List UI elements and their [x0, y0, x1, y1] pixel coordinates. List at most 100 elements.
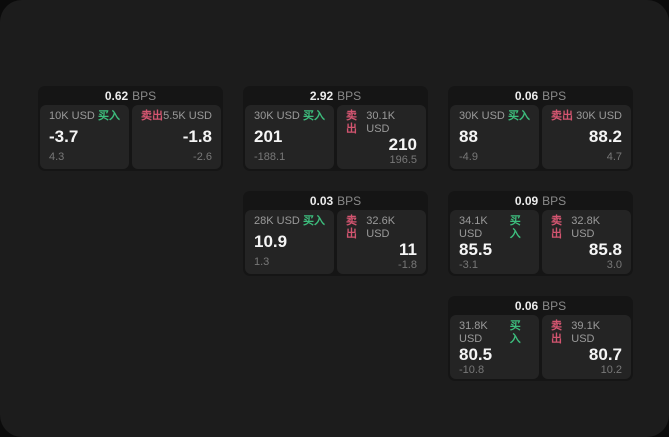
sell-size-label: 39.1K USD — [571, 320, 601, 345]
bps-unit-label: BPS — [542, 88, 567, 103]
buy-price-value: 88 — [459, 127, 478, 146]
quote-panels: 28K USD 买入 10.9 1.3 卖出 32.6K USD 11 -1.8 — [245, 210, 426, 274]
buy-size-label: 30K USD — [254, 110, 300, 122]
buy-side-label: 买入 — [509, 320, 521, 345]
quote-card: 0.62 BPS 10K USD 买入 -3.7 4.3 卖出 5.5K USD… — [38, 86, 223, 171]
sell-price-value: -1.8 — [182, 127, 212, 146]
bps-spread-value: 0.03 — [309, 193, 334, 208]
quote-card: 0.06 BPS 30K USD 买入 88 -4.9 卖出 30K USD 8… — [448, 86, 633, 171]
buy-size-label: 30K USD — [459, 110, 505, 122]
buy-price-value: -3.7 — [49, 127, 79, 146]
sell-side-label: 卖出 — [551, 110, 573, 122]
buy-side-label: 买入 — [508, 110, 530, 122]
sell-price-value: 11 — [399, 240, 417, 259]
buy-panel-header: 34.1K USD 买入 — [459, 215, 530, 241]
sell-delta-value: -2.6 — [193, 151, 212, 163]
sell-quote-panel[interactable]: 卖出 5.5K USD -1.8 -2.6 — [132, 105, 221, 169]
sell-delta-value: 10.2 — [600, 364, 622, 376]
buy-price-value: 85.5 — [459, 240, 493, 259]
buy-panel-header: 30K USD 买入 — [254, 110, 325, 123]
quote-panels: 30K USD 买入 88 -4.9 卖出 30K USD 88.2 4.7 — [450, 105, 631, 169]
buy-price-value: 80.5 — [459, 345, 493, 364]
sell-side-label: 卖出 — [141, 110, 163, 122]
buy-quote-panel[interactable]: 30K USD 买入 201 -188.1 — [245, 105, 334, 169]
sell-size-label: 32.6K USD — [366, 215, 396, 240]
sell-price-value: 85.8 — [588, 240, 622, 259]
bps-unit-label: BPS — [337, 88, 362, 103]
card-header: 0.06 BPS — [450, 296, 631, 315]
buy-size-label: 31.8K USD — [459, 320, 488, 345]
quote-card: 0.03 BPS 28K USD 买入 10.9 1.3 卖出 32.6K US… — [243, 191, 428, 276]
buy-delta-value: -188.1 — [254, 151, 286, 163]
sell-delta-value: 3.0 — [606, 259, 622, 271]
buy-price-value: 201 — [254, 127, 283, 146]
sell-side-label: 卖出 — [551, 320, 562, 345]
bps-spread-value: 0.06 — [514, 88, 539, 103]
bps-spread-value: 0.62 — [104, 88, 129, 103]
buy-quote-panel[interactable]: 28K USD 买入 10.9 1.3 — [245, 210, 334, 274]
sell-panel-header: 卖出 39.1K USD — [551, 320, 622, 346]
buy-size-label: 34.1K USD — [459, 215, 488, 240]
card-header: 0.06 BPS — [450, 86, 631, 105]
buy-panel-header: 10K USD 买入 — [49, 110, 120, 123]
sell-quote-panel[interactable]: 卖出 39.1K USD 80.7 10.2 — [542, 315, 631, 379]
sell-price-value: 80.7 — [588, 345, 622, 364]
card-header: 0.03 BPS — [245, 191, 426, 210]
buy-price-value: 10.9 — [254, 232, 288, 251]
sell-quote-panel[interactable]: 卖出 32.8K USD 85.8 3.0 — [542, 210, 631, 274]
quote-card: 0.06 BPS 31.8K USD 买入 80.5 -10.8 卖出 39.1… — [448, 296, 633, 381]
quote-card: 2.92 BPS 30K USD 买入 201 -188.1 卖出 30.1K … — [243, 86, 428, 171]
sell-delta-value: -1.8 — [398, 259, 417, 271]
bps-spread-value: 0.06 — [514, 298, 539, 313]
sell-size-label: 5.5K USD — [163, 110, 212, 122]
bps-unit-label: BPS — [132, 88, 157, 103]
bps-spread-value: 2.92 — [309, 88, 334, 103]
quote-panels: 31.8K USD 买入 80.5 -10.8 卖出 39.1K USD 80.… — [450, 315, 631, 379]
card-header: 0.09 BPS — [450, 191, 631, 210]
quote-cards-grid: 0.62 BPS 10K USD 买入 -3.7 4.3 卖出 5.5K USD… — [38, 86, 633, 381]
buy-panel-header: 31.8K USD 买入 — [459, 320, 530, 346]
sell-size-label: 32.8K USD — [571, 215, 601, 240]
sell-side-label: 卖出 — [346, 110, 357, 135]
buy-panel-header: 30K USD 买入 — [459, 110, 530, 123]
sell-delta-value: 196.5 — [389, 154, 417, 166]
sell-price-value: 88.2 — [588, 127, 622, 146]
buy-panel-header: 28K USD 买入 — [254, 215, 325, 228]
buy-size-label: 10K USD — [49, 110, 95, 122]
sell-size-label: 30.1K USD — [366, 110, 396, 135]
quote-card: 0.09 BPS 34.1K USD 买入 85.5 -3.1 卖出 32.8K… — [448, 191, 633, 276]
buy-delta-value: -3.1 — [459, 259, 478, 271]
buy-quote-panel[interactable]: 34.1K USD 买入 85.5 -3.1 — [450, 210, 539, 274]
sell-quote-panel[interactable]: 卖出 30K USD 88.2 4.7 — [542, 105, 631, 169]
sell-delta-value: 4.7 — [606, 151, 622, 163]
buy-delta-value: -10.8 — [459, 364, 485, 376]
buy-side-label: 买入 — [303, 215, 325, 227]
sell-price-value: 210 — [388, 135, 417, 154]
bps-unit-label: BPS — [542, 298, 567, 313]
sell-panel-header: 卖出 32.6K USD — [346, 215, 417, 241]
buy-delta-value: 1.3 — [254, 256, 270, 268]
sell-quote-panel[interactable]: 卖出 30.1K USD 210 196.5 — [337, 105, 426, 169]
buy-size-label: 28K USD — [254, 215, 300, 227]
quote-panels: 10K USD 买入 -3.7 4.3 卖出 5.5K USD -1.8 -2.… — [40, 105, 221, 169]
card-header: 0.62 BPS — [40, 86, 221, 105]
buy-delta-value: 4.3 — [49, 151, 65, 163]
buy-side-label: 买入 — [509, 215, 521, 240]
quote-panels: 34.1K USD 买入 85.5 -3.1 卖出 32.8K USD 85.8… — [450, 210, 631, 274]
sell-side-label: 卖出 — [551, 215, 562, 240]
bps-spread-value: 0.09 — [514, 193, 539, 208]
sell-size-label: 30K USD — [576, 110, 622, 122]
sell-panel-header: 卖出 32.8K USD — [551, 215, 622, 241]
sell-quote-panel[interactable]: 卖出 32.6K USD 11 -1.8 — [337, 210, 426, 274]
quote-panels: 30K USD 买入 201 -188.1 卖出 30.1K USD 210 1… — [245, 105, 426, 169]
buy-side-label: 买入 — [303, 110, 325, 122]
buy-quote-panel[interactable]: 31.8K USD 买入 80.5 -10.8 — [450, 315, 539, 379]
buy-quote-panel[interactable]: 10K USD 买入 -3.7 4.3 — [40, 105, 129, 169]
card-header: 2.92 BPS — [245, 86, 426, 105]
sell-panel-header: 卖出 5.5K USD — [141, 110, 212, 123]
buy-quote-panel[interactable]: 30K USD 买入 88 -4.9 — [450, 105, 539, 169]
buy-delta-value: -4.9 — [459, 151, 478, 163]
bps-unit-label: BPS — [337, 193, 362, 208]
sell-side-label: 卖出 — [346, 215, 357, 240]
